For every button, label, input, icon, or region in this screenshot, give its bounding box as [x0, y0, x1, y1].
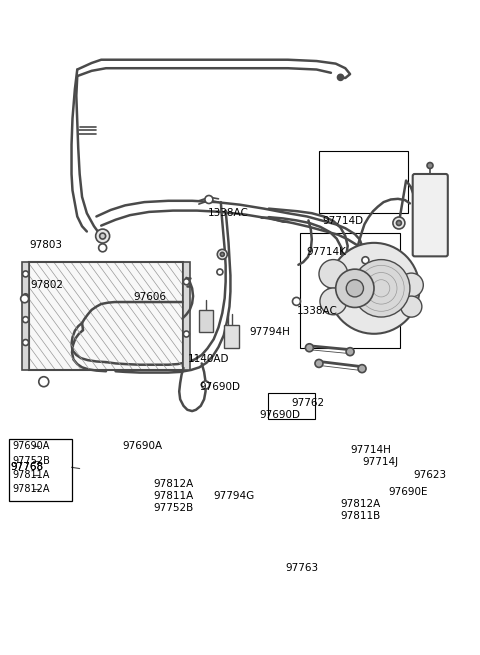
Circle shape [320, 288, 347, 315]
Text: 1338AC: 1338AC [297, 305, 337, 316]
Circle shape [346, 280, 363, 297]
Circle shape [99, 244, 107, 252]
Circle shape [100, 233, 106, 239]
Text: 97714J: 97714J [362, 457, 398, 467]
Text: 97811B: 97811B [340, 511, 381, 521]
Circle shape [217, 269, 223, 275]
Circle shape [319, 259, 348, 288]
Text: 97812A: 97812A [154, 479, 194, 489]
Circle shape [205, 195, 213, 204]
Text: 97690A: 97690A [123, 441, 163, 451]
Circle shape [183, 279, 190, 285]
Circle shape [396, 221, 401, 225]
Text: 97794G: 97794G [214, 491, 255, 501]
Text: 97811A: 97811A [12, 470, 49, 480]
Text: 1140AD: 1140AD [187, 354, 229, 364]
Circle shape [23, 294, 29, 300]
Bar [9, 439, 72, 500]
Bar [182, 262, 190, 370]
Text: 97606: 97606 [134, 292, 167, 303]
Text: 97623: 97623 [413, 470, 446, 480]
Text: 97768: 97768 [10, 462, 43, 472]
Text: 97752B: 97752B [154, 503, 194, 513]
Text: 97812A: 97812A [12, 485, 50, 495]
Circle shape [23, 271, 29, 277]
Text: 97714D: 97714D [323, 216, 363, 226]
Bar [300, 233, 400, 348]
Bar [224, 325, 239, 348]
Text: 97768: 97768 [10, 462, 43, 472]
Text: 97690A: 97690A [12, 441, 49, 451]
Circle shape [23, 339, 29, 346]
Circle shape [315, 360, 323, 367]
Circle shape [401, 296, 422, 317]
Circle shape [399, 273, 423, 297]
Bar [268, 393, 315, 419]
Circle shape [202, 381, 210, 389]
Circle shape [220, 252, 224, 256]
Circle shape [292, 297, 300, 305]
Circle shape [23, 316, 29, 323]
Text: 97690E: 97690E [388, 487, 428, 497]
Circle shape [427, 162, 433, 168]
Text: 97762: 97762 [292, 398, 325, 408]
Text: 97794H: 97794H [250, 327, 290, 337]
Text: 97763: 97763 [286, 563, 319, 573]
Circle shape [358, 365, 366, 373]
Text: 97802: 97802 [30, 280, 63, 290]
Circle shape [183, 331, 190, 337]
Circle shape [393, 217, 405, 229]
Circle shape [305, 344, 313, 352]
Text: 97714K: 97714K [306, 247, 346, 257]
Circle shape [362, 257, 369, 264]
Text: 97690D: 97690D [259, 410, 300, 420]
Text: 97803: 97803 [29, 240, 62, 250]
Bar [22, 262, 29, 370]
Bar [29, 262, 182, 370]
Circle shape [328, 243, 420, 334]
Circle shape [217, 250, 227, 259]
Text: 97690D: 97690D [199, 382, 240, 392]
FancyBboxPatch shape [413, 174, 448, 256]
Circle shape [21, 295, 29, 303]
Circle shape [96, 229, 109, 243]
Circle shape [39, 377, 49, 386]
Bar [29, 262, 182, 370]
Text: 97752B: 97752B [12, 456, 50, 466]
Circle shape [336, 269, 374, 307]
Text: 97811A: 97811A [154, 491, 194, 501]
Circle shape [337, 75, 344, 81]
Text: 1338AC: 1338AC [207, 208, 248, 218]
Circle shape [346, 348, 354, 356]
Circle shape [352, 259, 410, 317]
Bar [199, 310, 213, 332]
Text: 97714H: 97714H [350, 445, 391, 455]
Text: 97812A: 97812A [340, 499, 381, 509]
Bar [319, 151, 408, 214]
